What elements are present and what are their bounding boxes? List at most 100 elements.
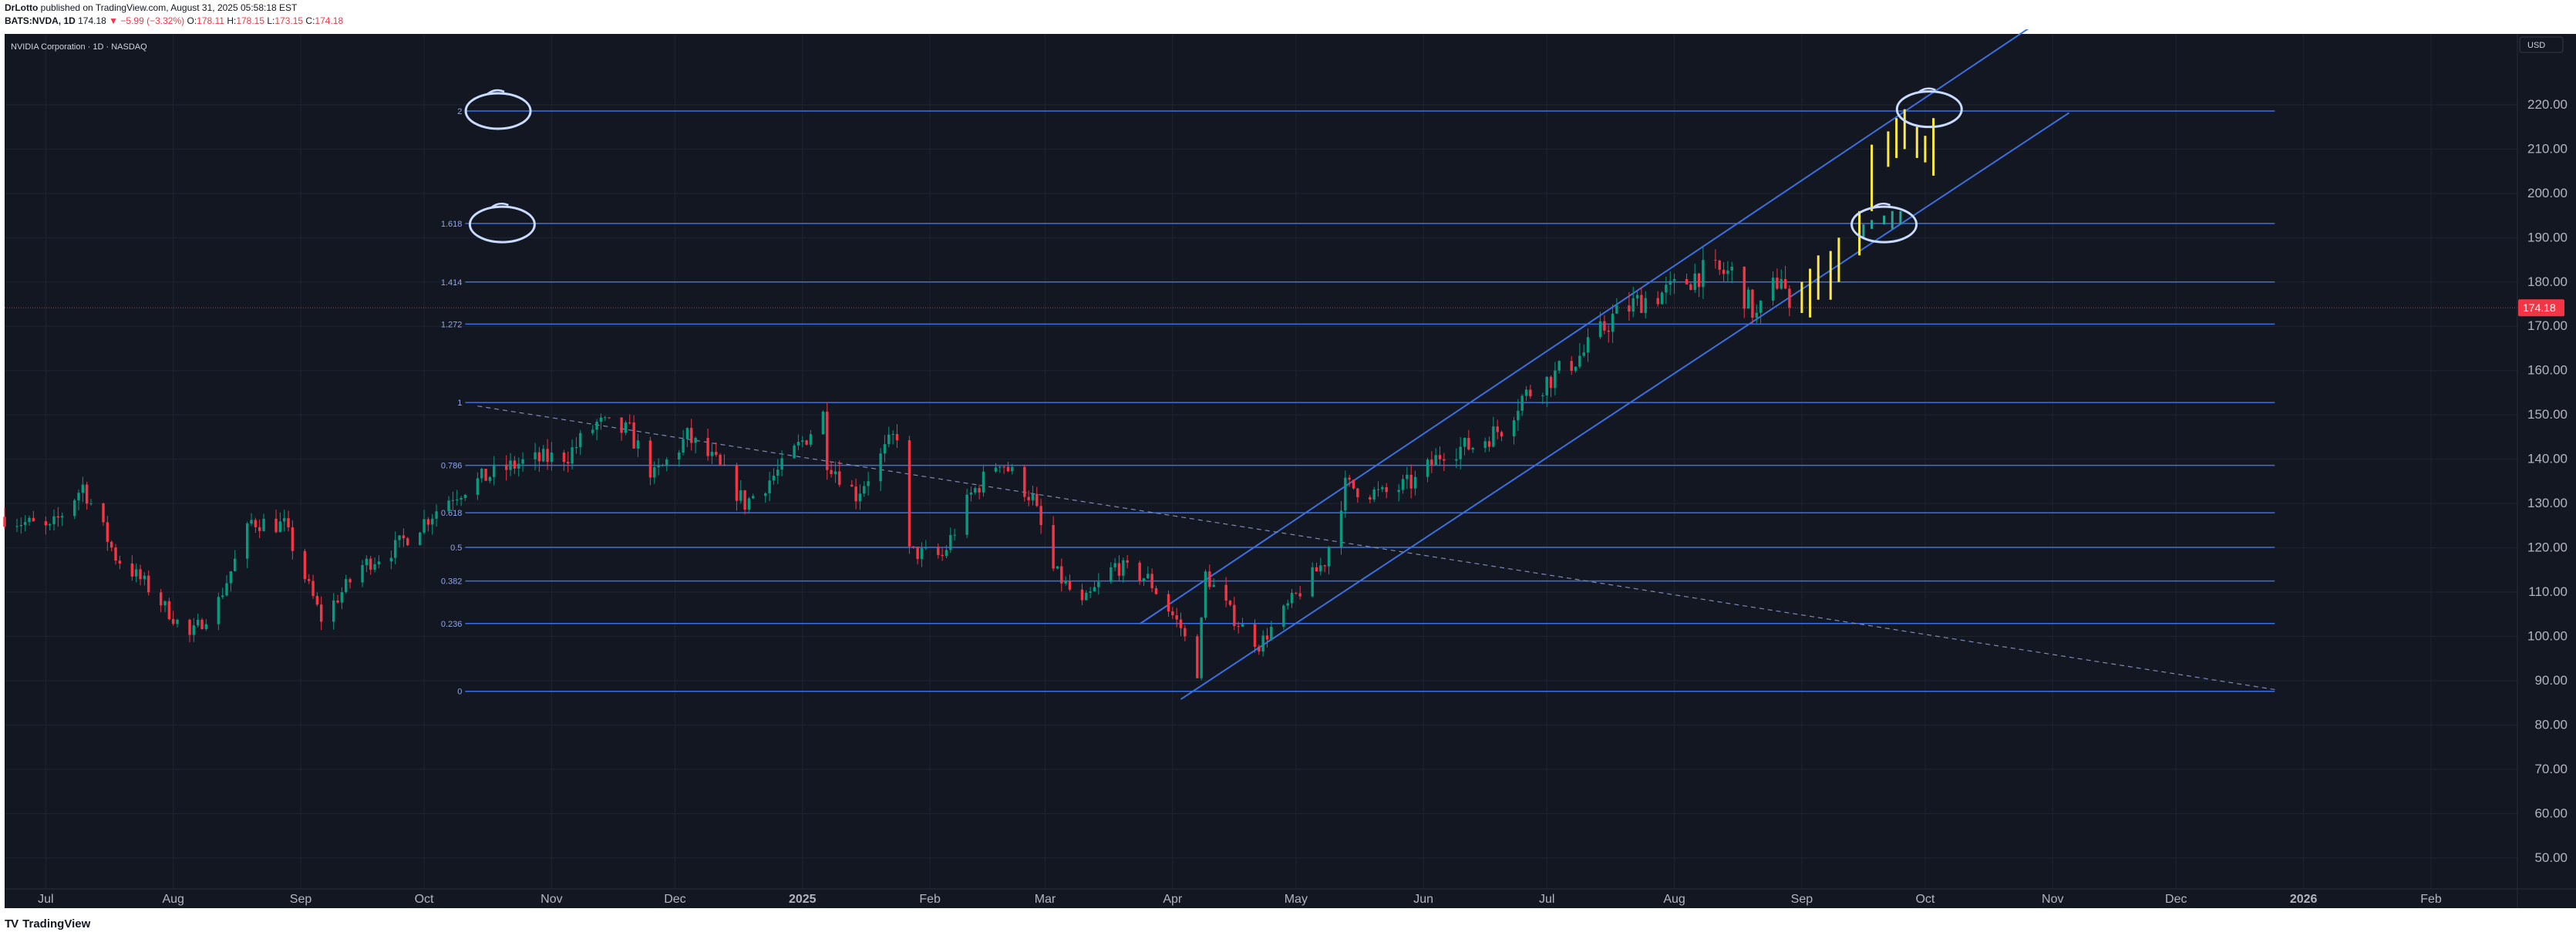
candle-body: [1369, 496, 1372, 500]
candle-body: [1233, 604, 1236, 627]
candle-body: [262, 518, 265, 531]
y-tick-label: 150.00: [2527, 407, 2568, 422]
candle-body: [118, 560, 122, 564]
trend-lines[interactable]: [477, 29, 2275, 700]
price-change: −5.99 (−3.32%): [120, 15, 185, 26]
fib-retracement[interactable]: 0 0.236 0.382 0.5 0.618 0.786 1 1.272 1.414 1.618…: [441, 107, 2275, 697]
candle-body: [636, 440, 640, 449]
publish-info: DrLotto published on TradingView.com, Au…: [5, 2, 297, 13]
candle-body: [48, 523, 52, 526]
candle-body: [225, 583, 228, 596]
candle-body: [1557, 361, 1561, 371]
fib-level-label: 0.5: [450, 544, 462, 553]
tradingview-logo-icon: TV: [5, 917, 19, 931]
candle-body: [484, 469, 487, 481]
x-tick-label: 2025: [789, 893, 817, 906]
candle-body: [1228, 601, 1232, 605]
hand-drawn-stroke: [1872, 202, 1891, 209]
candle-body: [1640, 294, 1643, 313]
candle-body: [1286, 603, 1289, 606]
price-chart[interactable]: 0 0.236 0.382 0.5 0.618 0.786 1 1.272 1.414 1.618…: [0, 29, 2576, 908]
candle-body: [361, 565, 364, 583]
candle-body: [1413, 476, 1417, 489]
candle-body: [308, 579, 311, 581]
candle-body: [419, 532, 422, 546]
chart-title: NVIDIA Corporation · 1D · NASDAQ: [11, 42, 147, 52]
candle-body: [1751, 289, 1754, 318]
candle-body: [1487, 441, 1491, 447]
candle-body: [735, 465, 739, 501]
candle-body: [809, 434, 813, 445]
candle-body: [1496, 426, 1499, 432]
hand-drawn-circle: [1895, 90, 1963, 129]
projection-bar-yellow: [1924, 136, 1927, 163]
candle-body: [1150, 574, 1153, 589]
candle-body: [858, 493, 862, 502]
candle-body: [349, 579, 352, 583]
candle-body: [1184, 628, 1187, 637]
candle-body: [1113, 563, 1116, 567]
candle-body: [521, 459, 524, 464]
candle-body: [32, 517, 35, 522]
candle-body: [1154, 588, 1158, 594]
candle-body: [916, 547, 919, 560]
hand-drawn-stroke: [487, 89, 505, 95]
price-axis[interactable]: [2517, 34, 2576, 908]
candle-body: [250, 520, 253, 524]
candle-body: [139, 569, 142, 580]
annotations[interactable]: [464, 87, 1963, 244]
currency-button[interactable]: [2519, 36, 2564, 53]
candle-body: [678, 452, 681, 460]
candle-body: [1265, 635, 1269, 640]
candle-body: [1089, 591, 1092, 593]
candle-body: [1397, 490, 1400, 493]
candle-body: [1603, 321, 1606, 331]
x-tick-label: Mar: [1035, 893, 1056, 906]
y-tick-label: 140.00: [2527, 452, 2568, 466]
candle-body: [1783, 278, 1787, 289]
candle-body: [221, 595, 224, 597]
author-name[interactable]: DrLotto: [5, 2, 39, 13]
axes: 50.0060.0070.0080.0090.00100.00110.00120…: [5, 34, 2576, 908]
candle-body: [278, 521, 282, 533]
x-tick-label: Sep: [1791, 893, 1813, 906]
x-tick-label: Aug: [162, 893, 184, 906]
candle-body: [838, 471, 841, 485]
candle-body: [1434, 455, 1437, 466]
candle-body: [1578, 355, 1581, 367]
candle-body: [460, 497, 463, 500]
candle-body: [1060, 566, 1063, 584]
candle-body: [1253, 624, 1257, 647]
candle-body: [1039, 506, 1042, 526]
candle-body: [1031, 493, 1035, 500]
y-tick-label: 100.00: [2527, 628, 2568, 643]
candle-body: [879, 453, 882, 482]
candle-body: [1726, 270, 1729, 274]
plot-area[interactable]: [5, 34, 2517, 908]
candle-body: [1315, 567, 1318, 572]
candle-body: [1672, 278, 1676, 281]
candle-body: [715, 452, 718, 455]
candle-body: [1035, 493, 1039, 507]
candle-body: [743, 490, 746, 510]
y-tick-label: 120.00: [2527, 540, 2568, 555]
x-tick-label: Jun: [1413, 893, 1433, 906]
candle-body: [1665, 284, 1668, 293]
candle-body: [546, 449, 549, 463]
channel-upper-line: [1139, 29, 2029, 625]
candle-body: [1598, 321, 1602, 338]
candle-body: [994, 467, 998, 472]
candle-body: [1110, 567, 1113, 582]
candle-body: [907, 440, 911, 547]
brand[interactable]: TV TradingView: [5, 917, 90, 931]
candle-body: [1574, 366, 1578, 371]
projection-bar-yellow: [1858, 210, 1861, 256]
candle-body: [517, 463, 520, 469]
x-tick-label: Feb: [2420, 893, 2442, 906]
grid: [5, 34, 2517, 889]
candle-body: [722, 464, 726, 466]
x-tick-label: 2026: [2290, 893, 2318, 906]
candle-body: [1743, 266, 1746, 309]
candle-body: [159, 592, 163, 606]
candle-body: [1224, 584, 1227, 601]
